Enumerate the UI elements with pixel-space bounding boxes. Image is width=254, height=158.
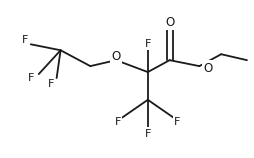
Text: F: F — [28, 73, 34, 83]
Text: F: F — [22, 35, 28, 45]
Text: F: F — [47, 79, 54, 89]
Text: F: F — [145, 128, 151, 139]
Text: O: O — [203, 62, 213, 75]
Text: F: F — [115, 117, 121, 127]
Text: F: F — [145, 39, 151, 49]
Text: O: O — [165, 16, 174, 29]
Text: O: O — [112, 50, 121, 63]
Text: F: F — [174, 117, 181, 127]
